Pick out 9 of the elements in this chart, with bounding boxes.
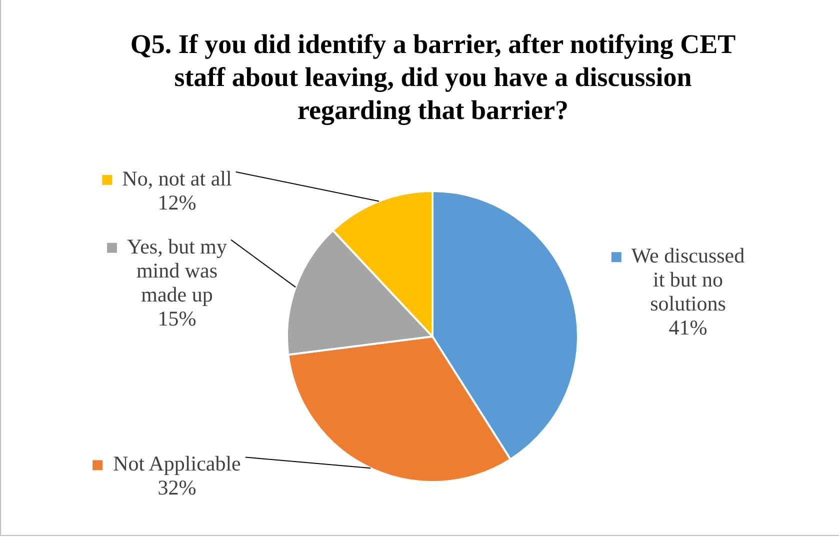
data-label: 41% [668,316,708,340]
chart-title: Q5. If you did identify a barrier, after notifying CET staff about leaving, did you have a discussion regarding that barrier? [130,28,736,125]
legend-label: We discussed it but no solutions [631,244,746,316]
legend-label: No, not at all [122,166,232,190]
data-label: 32% [158,476,196,500]
data-label: 15% [158,306,196,330]
legend-label: Not Applicable [113,452,241,476]
legend-label: Yes, but my mind was made up [127,234,228,306]
data-label: 12% [158,190,196,214]
